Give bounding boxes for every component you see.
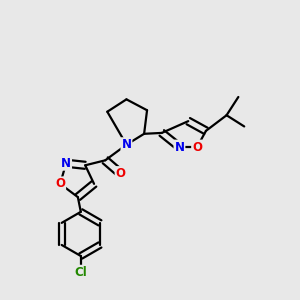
- Text: O: O: [192, 141, 202, 154]
- Text: N: N: [122, 138, 131, 151]
- Text: O: O: [116, 167, 126, 180]
- Text: N: N: [61, 157, 71, 170]
- Text: O: O: [55, 177, 65, 190]
- Text: N: N: [174, 141, 184, 154]
- Text: Cl: Cl: [74, 266, 87, 279]
